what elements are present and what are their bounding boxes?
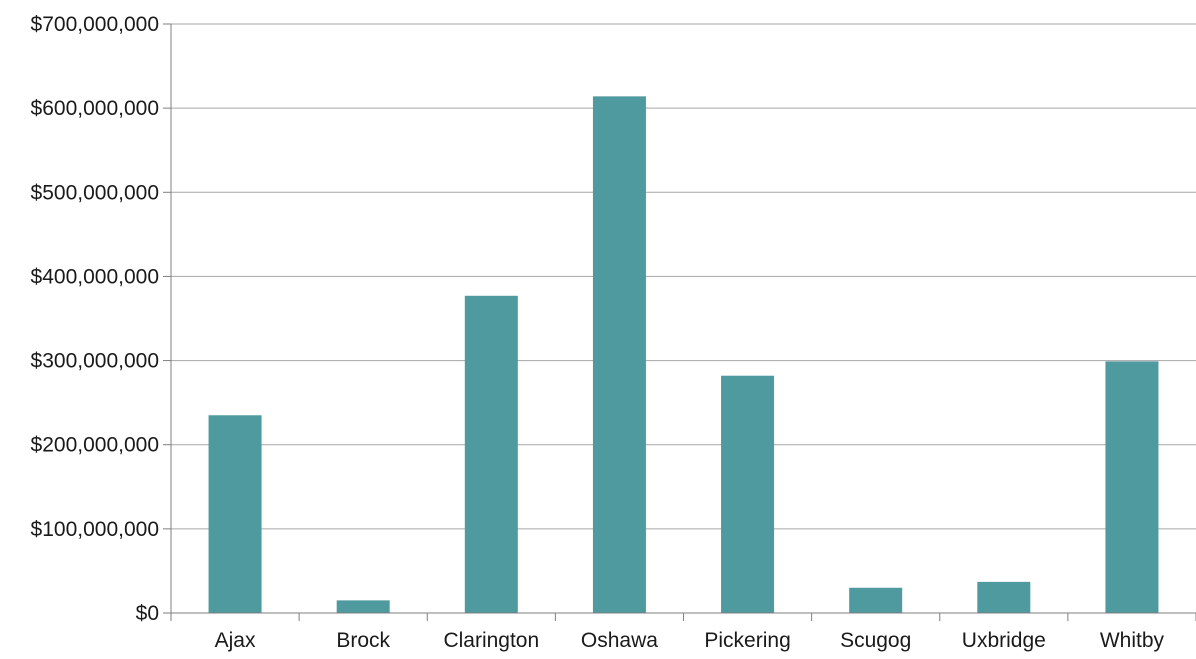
x-tick-label: Clarington — [443, 629, 539, 652]
y-tick-label: $100,000,000 — [31, 518, 159, 541]
bar-brock — [336, 600, 390, 613]
y-tick-label: $200,000,000 — [31, 434, 159, 457]
bar-scugog — [849, 587, 903, 613]
bar-pickering — [721, 375, 775, 613]
x-tick-label: Brock — [336, 629, 390, 652]
x-tick-labels: Ajax Brock Clarington Oshawa Pickering Scugog… — [170, 613, 1196, 652]
bars — [208, 96, 1159, 613]
gridlines — [163, 23, 1196, 614]
x-tick-label: Pickering — [704, 629, 790, 652]
x-tick-label: Ajax — [215, 629, 256, 652]
x-tick-label: Whitby — [1100, 629, 1165, 652]
y-tick-label: $300,000,000 — [31, 350, 159, 373]
bar-whitby — [1105, 361, 1159, 613]
bar-ajax — [208, 415, 262, 613]
axes — [170, 24, 1196, 614]
x-tick-label: Scugog — [840, 629, 911, 652]
y-tick-label: $700,000,000 — [31, 13, 159, 36]
bar-oshawa — [592, 96, 646, 613]
y-tick-label: $600,000,000 — [31, 97, 159, 120]
y-tick-labels: $0 $100,000,000 $200,000,000 $300,000,000 $4… — [31, 13, 159, 625]
y-tick-label: $400,000,000 — [31, 265, 159, 288]
y-tick-label: $0 — [136, 602, 159, 625]
y-tick-label: $500,000,000 — [31, 181, 159, 204]
bar-clarington — [464, 295, 518, 613]
x-tick-label: Uxbridge — [962, 629, 1046, 652]
bar-uxbridge — [977, 581, 1031, 613]
x-tick-label: Oshawa — [581, 629, 658, 652]
